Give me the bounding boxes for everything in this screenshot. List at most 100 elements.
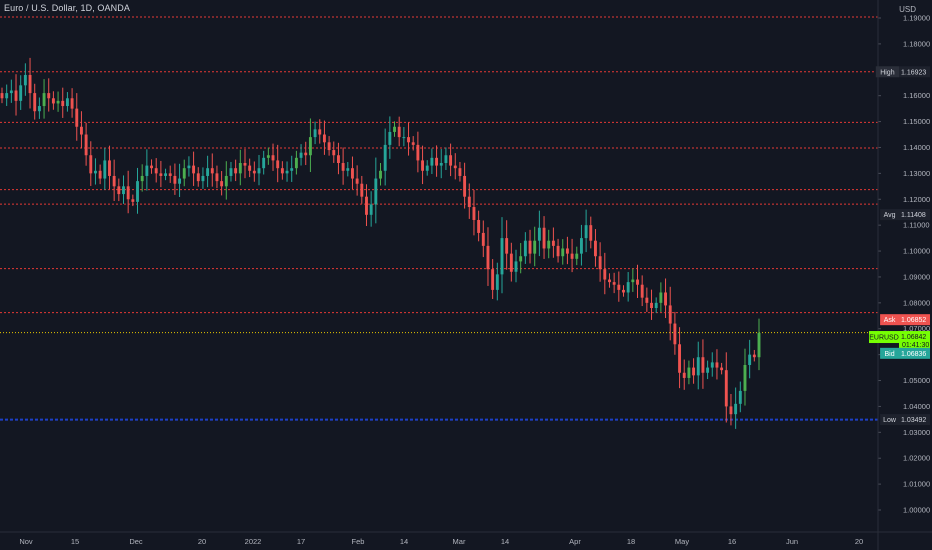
candle-body xyxy=(617,284,621,290)
y-tick-label: 1.03000 xyxy=(903,428,930,437)
high-badge-value-bg xyxy=(899,66,930,78)
candle-body xyxy=(495,274,499,290)
candle-body xyxy=(327,142,331,151)
candle-body xyxy=(561,248,565,257)
candle-body xyxy=(430,157,434,166)
high-badge-label-bg xyxy=(875,66,899,78)
ask-badge-value-bg xyxy=(899,314,930,326)
candle-body xyxy=(458,168,462,176)
avg-badge-label-bg xyxy=(880,209,899,221)
candle-body xyxy=(285,170,289,174)
candle-body xyxy=(598,256,602,270)
candle-body xyxy=(346,168,350,171)
candle-body xyxy=(248,165,252,171)
candle-body xyxy=(421,160,425,171)
candle-body xyxy=(612,282,616,285)
candle-body xyxy=(696,357,700,376)
y-tick-label: 1.16000 xyxy=(903,91,930,100)
horizontal-levels xyxy=(0,16,878,421)
candle-body xyxy=(98,170,102,179)
candle-body xyxy=(145,165,149,176)
candle-body xyxy=(234,168,238,174)
candle-body xyxy=(519,256,523,262)
candle-body xyxy=(126,186,130,200)
candle-body xyxy=(407,137,410,143)
last-badge-countdown: 01:41:30 xyxy=(902,342,929,349)
y-tick-label: 1.02000 xyxy=(903,454,930,463)
price-axis: 1.190001.180001.170001.160001.150001.140… xyxy=(877,0,930,550)
candle-body xyxy=(514,261,518,272)
candle-body xyxy=(351,168,354,179)
candle-body xyxy=(70,98,74,109)
candle-body xyxy=(79,126,83,135)
candle-body xyxy=(575,253,579,259)
low-badge-label-bg xyxy=(880,414,899,426)
y-tick-label: 1.14000 xyxy=(903,143,930,152)
candle-body xyxy=(500,238,504,275)
candle-body xyxy=(23,74,27,86)
candle-body xyxy=(164,173,167,176)
candle-body xyxy=(416,144,420,161)
candle-body xyxy=(379,170,382,179)
y-tick-label: 1.19000 xyxy=(903,14,930,23)
candle-body xyxy=(673,323,677,345)
candle-body xyxy=(724,370,728,407)
candle-body xyxy=(678,344,682,373)
candle-body xyxy=(168,173,172,176)
candles xyxy=(0,57,761,429)
y-tick-label: 1.11000 xyxy=(903,221,930,230)
candle-body xyxy=(650,302,653,309)
candle-body xyxy=(481,232,485,246)
candle-body xyxy=(393,126,396,132)
candle-body xyxy=(654,302,658,309)
candle-body xyxy=(19,85,23,101)
candle-body xyxy=(0,93,4,99)
candle-body xyxy=(173,175,177,184)
bid-badge-value: 1.06836 xyxy=(901,351,926,358)
candle-body xyxy=(224,175,228,187)
candle-body xyxy=(533,240,537,254)
candle-body xyxy=(159,173,163,176)
candle-body xyxy=(720,367,724,371)
y-tick-label: 1.10000 xyxy=(903,247,930,256)
candle-body xyxy=(706,367,710,373)
candle-body xyxy=(537,227,541,241)
candle-body xyxy=(140,175,144,182)
candle-body xyxy=(322,134,326,143)
candle-body xyxy=(89,155,93,174)
candle-body xyxy=(290,168,294,171)
candle-body xyxy=(439,163,443,166)
candle-body xyxy=(551,240,555,246)
candle-body xyxy=(336,155,340,164)
candle-body xyxy=(304,152,308,156)
candle-body xyxy=(505,238,509,254)
candle-body xyxy=(56,100,60,104)
candle-body xyxy=(701,357,705,373)
candle-body xyxy=(192,165,196,174)
chart-title: Euro / U.S. Dollar, 1D, OANDA xyxy=(4,3,130,13)
candle-body xyxy=(299,152,303,158)
candle-body xyxy=(715,362,719,368)
candle-body xyxy=(374,178,378,205)
candle-body xyxy=(570,253,574,259)
candle-body xyxy=(584,225,588,239)
candle-body xyxy=(252,170,256,174)
x-tick-label: 2022 xyxy=(245,537,262,546)
x-tick-label: Dec xyxy=(129,537,143,546)
candle-body xyxy=(449,155,453,166)
candle-body xyxy=(117,186,121,195)
ask-badge-label: Ask xyxy=(884,317,896,324)
avg-badge-value-bg xyxy=(899,209,930,221)
x-tick-label: May xyxy=(675,537,689,546)
candle-body xyxy=(65,98,69,107)
candle-body xyxy=(220,181,224,187)
candle-body xyxy=(37,106,41,112)
bid-badge-label-bg xyxy=(880,347,899,359)
candle-body xyxy=(276,160,280,169)
x-tick-label: 17 xyxy=(297,537,305,546)
candle-body xyxy=(51,98,55,104)
candle-body xyxy=(556,245,560,257)
candle-body xyxy=(318,129,322,135)
candle-body xyxy=(397,126,401,138)
